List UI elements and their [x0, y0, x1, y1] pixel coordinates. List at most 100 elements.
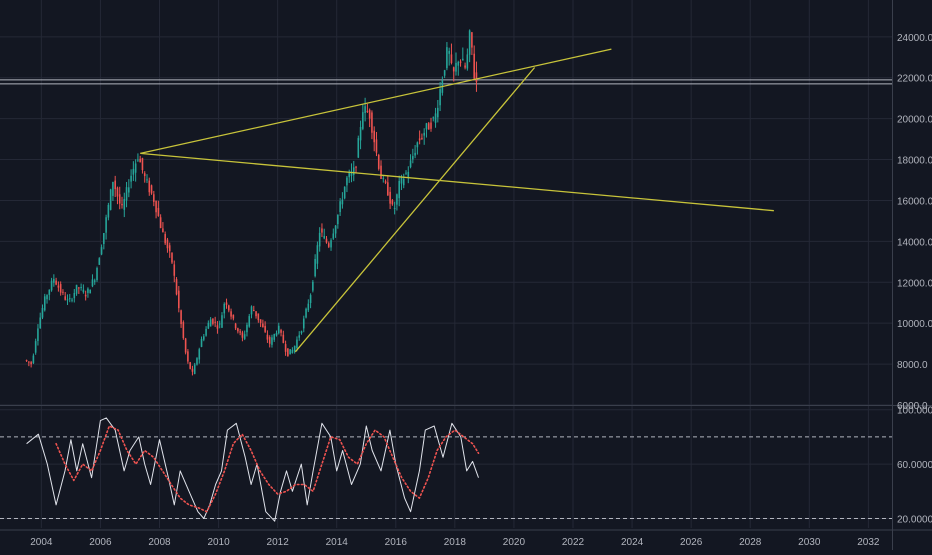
candle-body	[348, 172, 351, 178]
candle-body	[98, 258, 101, 265]
candle-body	[448, 50, 450, 54]
candle-body	[355, 166, 357, 168]
candle-body	[114, 180, 116, 190]
candle-body	[225, 302, 228, 305]
candle-body	[41, 308, 44, 318]
time-tick-label: 2010	[207, 537, 230, 548]
candle-body	[55, 280, 57, 285]
candle-body	[175, 279, 178, 295]
candle-body	[37, 328, 39, 341]
candle-body	[268, 337, 271, 344]
oscillator-k-line	[26, 417, 479, 522]
candle-body	[314, 258, 316, 277]
candle-body	[193, 364, 196, 374]
candle-body	[264, 325, 266, 332]
time-tick-label: 2008	[148, 537, 171, 548]
candle-body	[450, 54, 453, 64]
time-tick-label: 2032	[857, 537, 880, 548]
candle-body	[216, 325, 219, 329]
candle-body	[421, 137, 423, 139]
candle-body	[459, 61, 462, 63]
candle-body	[455, 62, 457, 72]
time-tick-label: 2030	[798, 537, 821, 548]
candle-body	[389, 191, 391, 204]
candle-body	[323, 235, 326, 239]
candle-body	[32, 355, 35, 364]
candle-body	[373, 130, 376, 143]
candle-body	[227, 305, 230, 311]
candle-body	[91, 279, 94, 287]
candle-body	[427, 123, 430, 130]
candle-body	[350, 171, 353, 176]
price-tick-label: 20000.0	[897, 115, 932, 126]
candle-body	[321, 228, 323, 233]
candle-body	[475, 72, 478, 82]
candle-body	[96, 267, 98, 281]
candle-body	[125, 187, 128, 201]
candle-body	[100, 247, 103, 255]
candle-body	[309, 295, 312, 303]
candle-body	[137, 159, 139, 161]
candle-body	[64, 296, 67, 300]
candle-body	[396, 194, 398, 205]
price-tick-label: 22000.0	[897, 74, 932, 85]
oscillator-tick-label: 100.0000	[897, 406, 932, 417]
candle-body	[221, 315, 223, 328]
candle-body	[66, 299, 69, 301]
price-tick-label: 24000.0	[897, 33, 932, 44]
candle-body	[371, 112, 373, 133]
candle-body	[153, 194, 155, 202]
candle-body	[239, 331, 241, 333]
candle-body	[452, 67, 455, 72]
candle-body	[84, 294, 87, 297]
candle-body	[305, 308, 307, 318]
candle-body	[291, 349, 294, 354]
time-tick-label: 2012	[267, 537, 290, 548]
candle-body	[155, 200, 157, 213]
candle-body	[246, 324, 248, 333]
candle-body	[300, 331, 303, 334]
candle-body	[393, 208, 396, 210]
candle-body	[316, 245, 319, 264]
candle-body	[400, 176, 403, 184]
candle-body	[162, 228, 164, 233]
candle-body	[62, 291, 64, 293]
candle-body	[262, 323, 264, 328]
candle-body	[207, 322, 210, 329]
candle-body	[50, 280, 53, 291]
candle-body	[73, 292, 76, 299]
time-tick-label: 2006	[89, 537, 112, 548]
candle-body	[237, 328, 239, 332]
candle-body	[116, 187, 119, 197]
candle-body	[234, 323, 237, 329]
candle-body	[339, 201, 341, 213]
candle-body	[241, 332, 244, 338]
candle-body	[409, 160, 412, 168]
candle-body	[266, 334, 269, 340]
candle-body	[139, 158, 141, 163]
trend-line	[140, 48, 612, 155]
candle-body	[105, 217, 107, 233]
candle-body	[437, 107, 439, 118]
candle-body	[218, 323, 221, 325]
candle-body	[82, 289, 85, 293]
oscillator-d-line	[55, 425, 480, 513]
candle-body	[146, 179, 148, 181]
candle-body	[196, 358, 198, 365]
candle-body	[214, 321, 216, 323]
candle-body	[407, 171, 410, 177]
candle-body	[168, 245, 171, 252]
price-tick-label: 6000.0	[897, 401, 928, 412]
candle-body	[230, 311, 232, 317]
candle-body	[171, 252, 173, 263]
candle-body	[289, 349, 291, 355]
candle-body	[164, 234, 166, 244]
candle-body	[387, 182, 389, 196]
price-tick-label: 16000.0	[897, 196, 932, 207]
candle-body	[189, 362, 191, 369]
time-tick-label: 2022	[562, 537, 585, 548]
candle-body	[443, 70, 446, 76]
candle-body	[198, 349, 201, 360]
candle-body	[271, 337, 273, 345]
